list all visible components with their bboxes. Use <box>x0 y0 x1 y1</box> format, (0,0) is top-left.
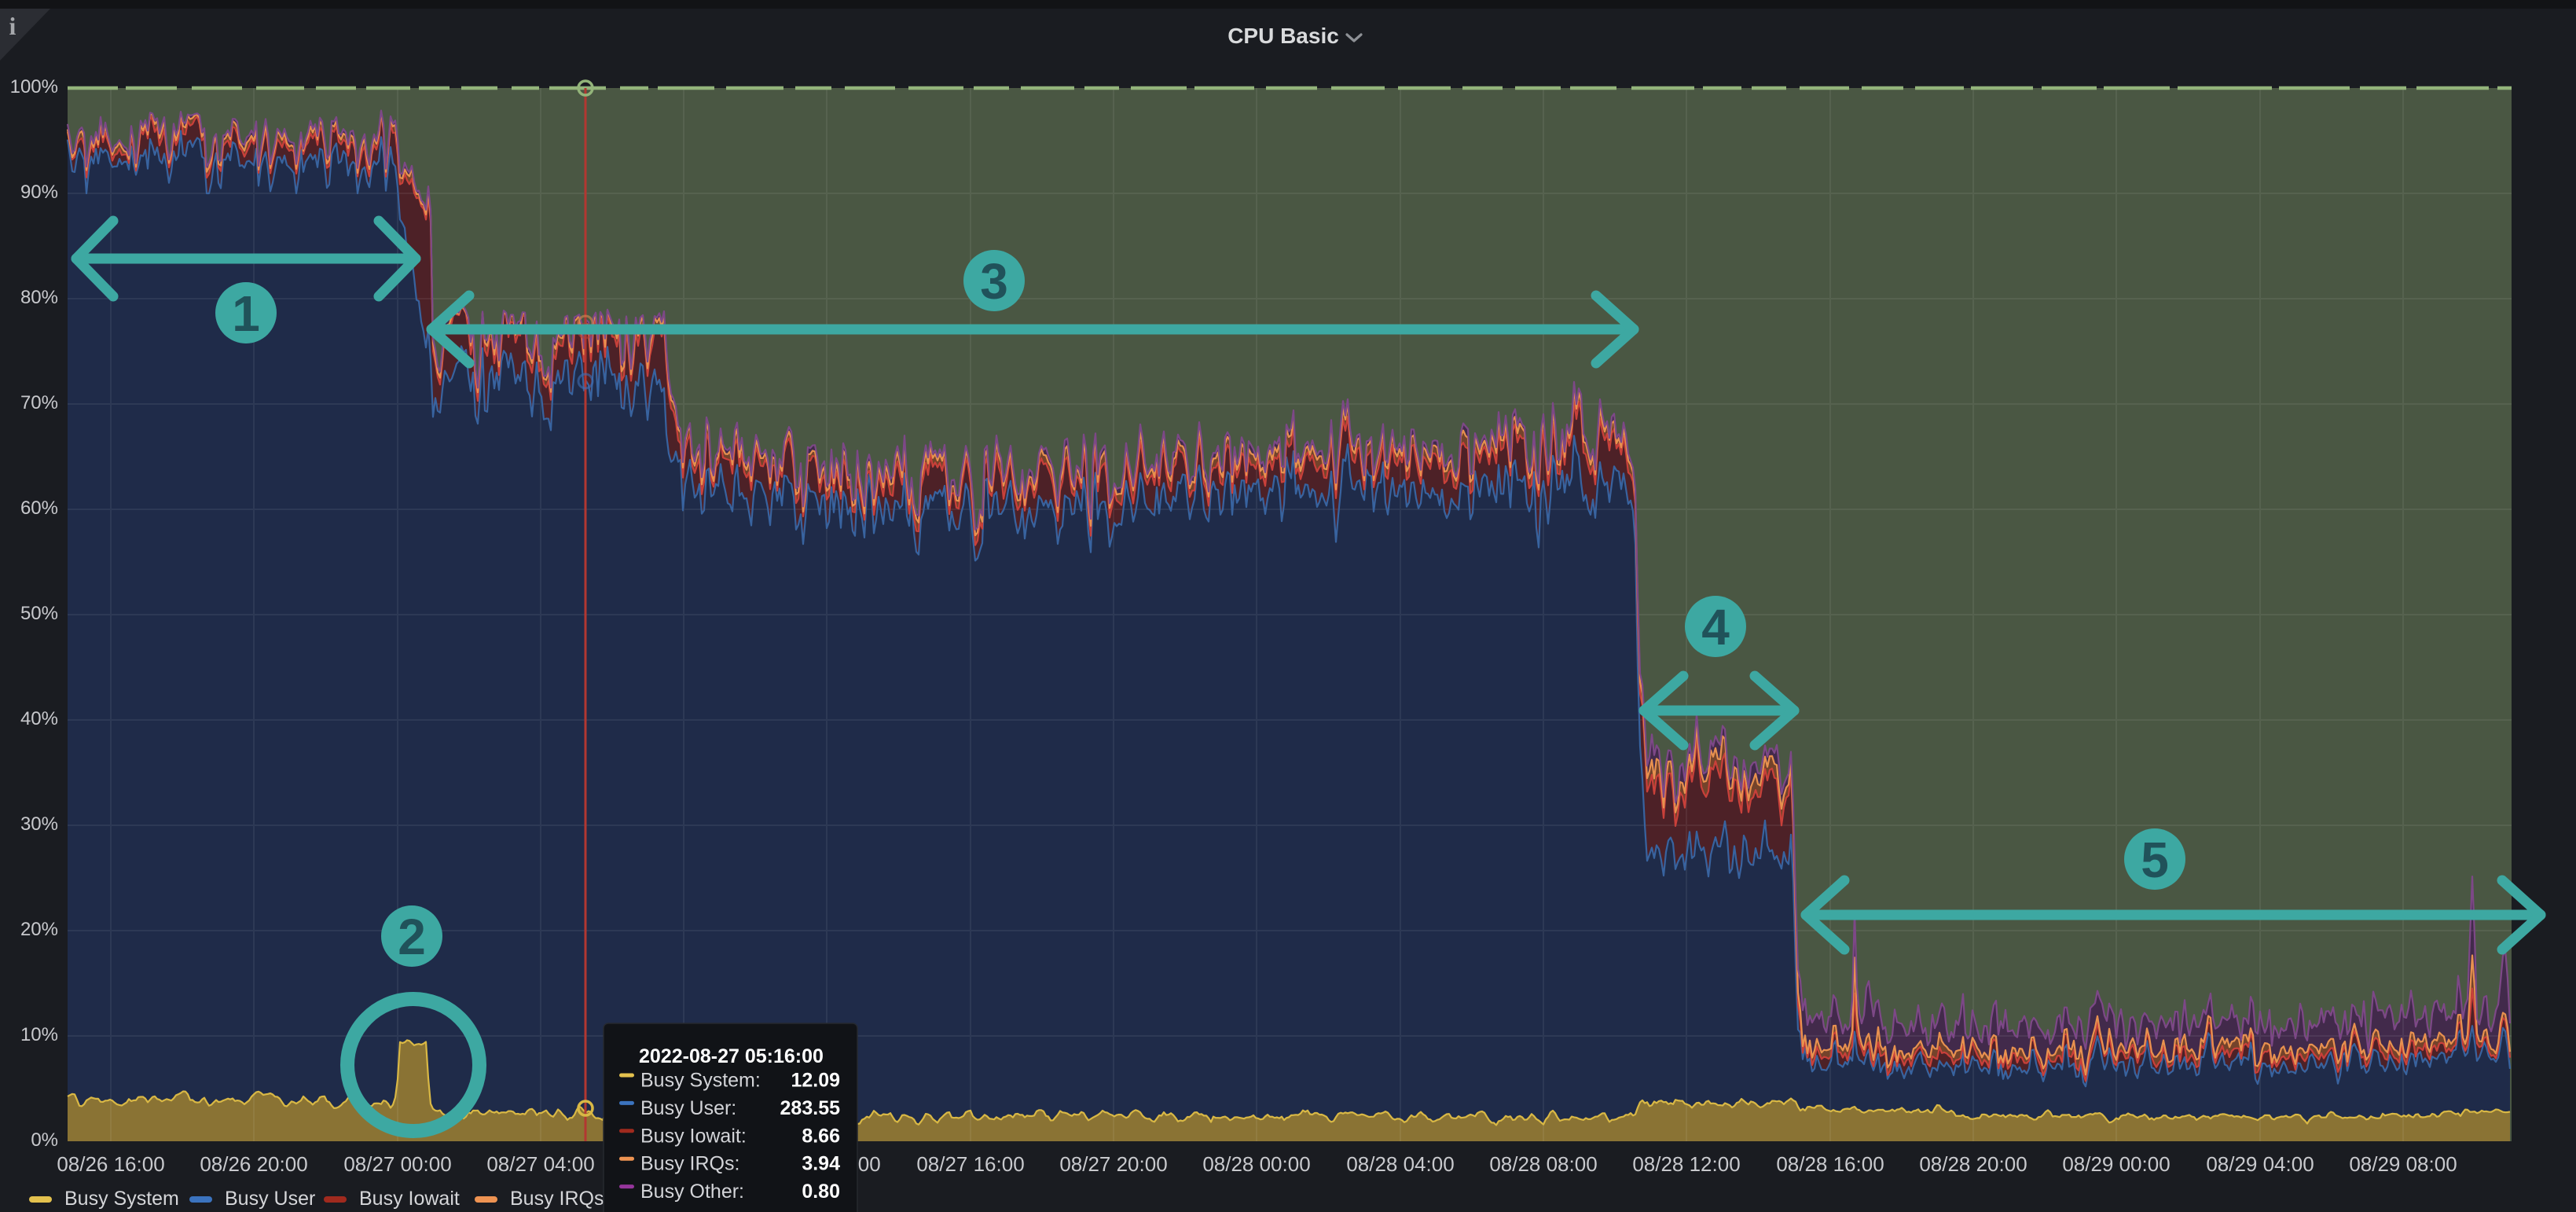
svg-text:40%: 40% <box>20 708 58 729</box>
svg-text:Busy User:: Busy User: <box>640 1097 736 1119</box>
svg-text:08/29 08:00: 08/29 08:00 <box>2349 1152 2457 1176</box>
svg-text:90%: 90% <box>20 182 58 203</box>
svg-text:50%: 50% <box>20 603 58 624</box>
svg-text:80%: 80% <box>20 287 58 308</box>
svg-text:Busy User: Busy User <box>225 1188 315 1210</box>
svg-text:2: 2 <box>398 909 426 965</box>
svg-text:08/26 16:00: 08/26 16:00 <box>57 1152 164 1176</box>
svg-text:4: 4 <box>1701 599 1730 656</box>
svg-text:08/28 16:00: 08/28 16:00 <box>1776 1152 1884 1176</box>
svg-text:Busy Iowait: Busy Iowait <box>359 1188 460 1210</box>
svg-text:5: 5 <box>2141 832 2169 888</box>
svg-text:08/27 20:00: 08/27 20:00 <box>1059 1152 1167 1176</box>
svg-text:8.66: 8.66 <box>802 1125 840 1147</box>
svg-text:20%: 20% <box>20 919 58 940</box>
svg-text:08/28 20:00: 08/28 20:00 <box>1919 1152 2027 1176</box>
svg-text:08/27 16:00: 08/27 16:00 <box>916 1152 1024 1176</box>
svg-text:08/28 04:00: 08/28 04:00 <box>1346 1152 1454 1176</box>
svg-text:Busy Iowait:: Busy Iowait: <box>640 1125 747 1147</box>
svg-text:Busy System:: Busy System: <box>640 1070 761 1092</box>
svg-text:283.55: 283.55 <box>780 1097 841 1119</box>
svg-text:Busy Other:: Busy Other: <box>640 1181 744 1203</box>
svg-text:i: i <box>9 12 17 40</box>
svg-text:100%: 100% <box>10 76 58 97</box>
svg-text:08/29 00:00: 08/29 00:00 <box>2062 1152 2170 1176</box>
svg-text:3.94: 3.94 <box>802 1153 840 1175</box>
svg-text:30%: 30% <box>20 814 58 835</box>
svg-text:08/28 08:00: 08/28 08:00 <box>1489 1152 1597 1176</box>
svg-text:Busy IRQs:: Busy IRQs: <box>640 1153 739 1175</box>
svg-text:CPU Basic: CPU Basic <box>1227 24 1339 48</box>
svg-text:3: 3 <box>980 253 1008 310</box>
svg-text:70%: 70% <box>20 392 58 413</box>
svg-text:12.09: 12.09 <box>791 1070 840 1092</box>
svg-text:08/28 12:00: 08/28 12:00 <box>1632 1152 1740 1176</box>
svg-text:1: 1 <box>232 285 260 342</box>
svg-text:08/27 00:00: 08/27 00:00 <box>343 1152 451 1176</box>
svg-text:08/27 04:00: 08/27 04:00 <box>486 1152 594 1176</box>
svg-text:Busy System: Busy System <box>64 1188 179 1210</box>
svg-text:08/26 20:00: 08/26 20:00 <box>200 1152 307 1176</box>
svg-text:08/29 04:00: 08/29 04:00 <box>2206 1152 2314 1176</box>
svg-text:2022-08-27 05:16:00: 2022-08-27 05:16:00 <box>639 1045 824 1067</box>
svg-text:08/28 00:00: 08/28 00:00 <box>1202 1152 1310 1176</box>
svg-text:10%: 10% <box>20 1024 58 1045</box>
svg-text:60%: 60% <box>20 498 58 519</box>
svg-text:0%: 0% <box>31 1129 58 1151</box>
svg-text:0.80: 0.80 <box>802 1181 840 1203</box>
svg-text:Busy IRQs: Busy IRQs <box>510 1188 604 1210</box>
